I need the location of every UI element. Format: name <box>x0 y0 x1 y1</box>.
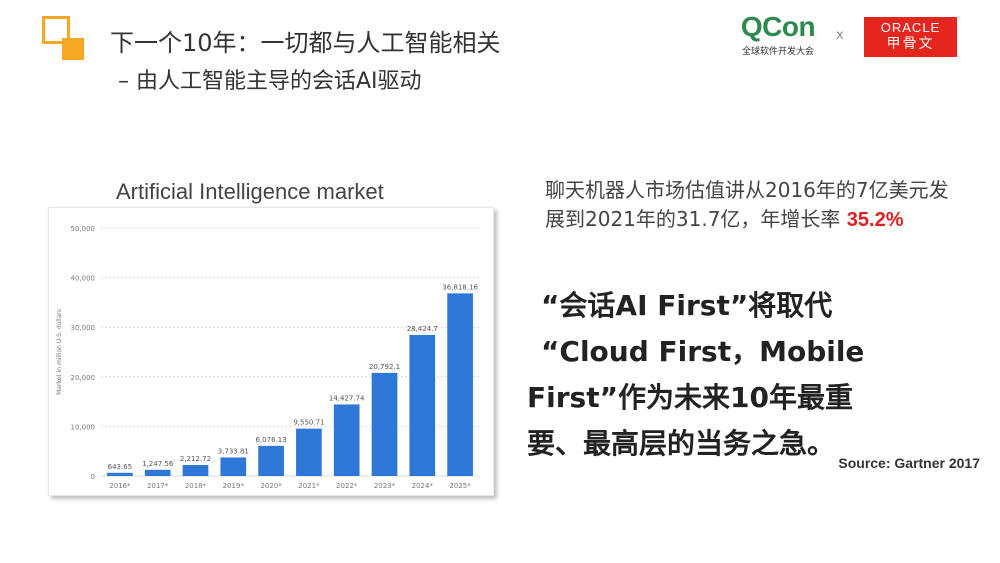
growth-rate: 35.2% <box>846 209 904 231</box>
bar-value-label: 36,818.16 <box>442 283 478 291</box>
bar-value-label: 643.65 <box>108 463 132 471</box>
bar <box>296 428 322 476</box>
bar <box>258 445 284 476</box>
x-tick-label: 2023* <box>374 482 396 490</box>
bar <box>447 293 473 476</box>
logo-separator: x <box>836 28 844 43</box>
y-tick-label: 10,000 <box>71 423 96 431</box>
x-tick-label: 2020* <box>260 482 282 490</box>
x-tick-label: 2018* <box>185 482 207 490</box>
bar-value-label: 3,733.81 <box>218 447 249 455</box>
key-quote: “会话AI First”将取代 “Cloud First，Mobile Firs… <box>527 283 947 467</box>
qcon-logo: QCon 全球软件开发大会 <box>736 12 820 58</box>
bar <box>107 472 133 476</box>
market-description: 聊天机器人市场估值讲从2016年的7亿美元发展到2021年的31.7亿，年增长率… <box>545 176 955 235</box>
quote-line-4: 要、最高层的当务之急。 <box>527 427 836 460</box>
source-citation: Source: Gartner 2017 <box>838 455 980 471</box>
x-tick-label: 2024* <box>412 482 434 490</box>
x-tick-label: 2016* <box>109 482 131 490</box>
bar-value-label: 14,427.74 <box>329 394 365 402</box>
x-tick-label: 2022* <box>336 482 358 490</box>
bar-chart: 0 10,000 20,000 30,000 40,000 50,000 Market in… <box>48 207 494 496</box>
bar <box>371 372 398 476</box>
bar <box>144 469 171 476</box>
oracle-logo: ORACLE 甲骨文 <box>864 17 957 57</box>
bar-value-label: 28,424.7 <box>407 325 438 333</box>
logo-square-outline <box>42 16 70 44</box>
bar <box>182 465 209 476</box>
bar <box>333 404 360 476</box>
bar <box>409 335 436 476</box>
y-tick-label: 20,000 <box>71 374 96 382</box>
bar-value-label: 2,212.72 <box>180 455 211 463</box>
quote-line-2: “Cloud First，Mobile <box>541 335 865 368</box>
bar-value-label: 1,247.56 <box>142 460 174 468</box>
bar-chart-svg: 0 10,000 20,000 30,000 40,000 50,000 Market in… <box>56 225 479 490</box>
x-tick-label: 2025* <box>449 482 471 490</box>
y-tick-label: 50,000 <box>71 225 96 233</box>
oracle-logo-subtitle: 甲骨文 <box>886 36 935 52</box>
bar <box>220 457 247 476</box>
bar-value-label: 6,076.13 <box>256 436 287 444</box>
page-title: 下一个10年：一切都与人工智能相关 <box>110 29 501 57</box>
quote-line-3: First”作为未来10年最重 <box>527 381 853 414</box>
y-tick-label: 40,000 <box>71 275 96 283</box>
bar-value-label: 9,550.71 <box>293 419 324 427</box>
qcon-logo-text: QCon <box>740 11 816 42</box>
y-tick-label: 30,000 <box>71 324 96 332</box>
quote-line-1: “会话AI First”将取代 <box>541 289 833 322</box>
logo-square-filled <box>62 38 84 60</box>
market-description-text: 聊天机器人市场估值讲从2016年的7亿美元发展到2021年的31.7亿，年增长率 <box>545 178 949 231</box>
y-axis-label: Market in million U.S. dollars <box>56 309 63 395</box>
chart-title: Artificial Intelligence market <box>116 179 384 204</box>
page-subtitle: – 由人工智能主导的会话AI驱动 <box>118 69 422 94</box>
x-tick-label: 2021* <box>298 482 320 490</box>
x-tick-label: 2017* <box>147 482 169 490</box>
oracle-logo-text: ORACLE <box>880 20 941 35</box>
qcon-logo-subtitle: 全球软件开发大会 <box>741 47 814 57</box>
x-tick-label: 2019* <box>223 482 245 490</box>
y-tick-label: 0 <box>91 473 95 481</box>
bar-value-label: 20,792.1 <box>369 363 400 371</box>
